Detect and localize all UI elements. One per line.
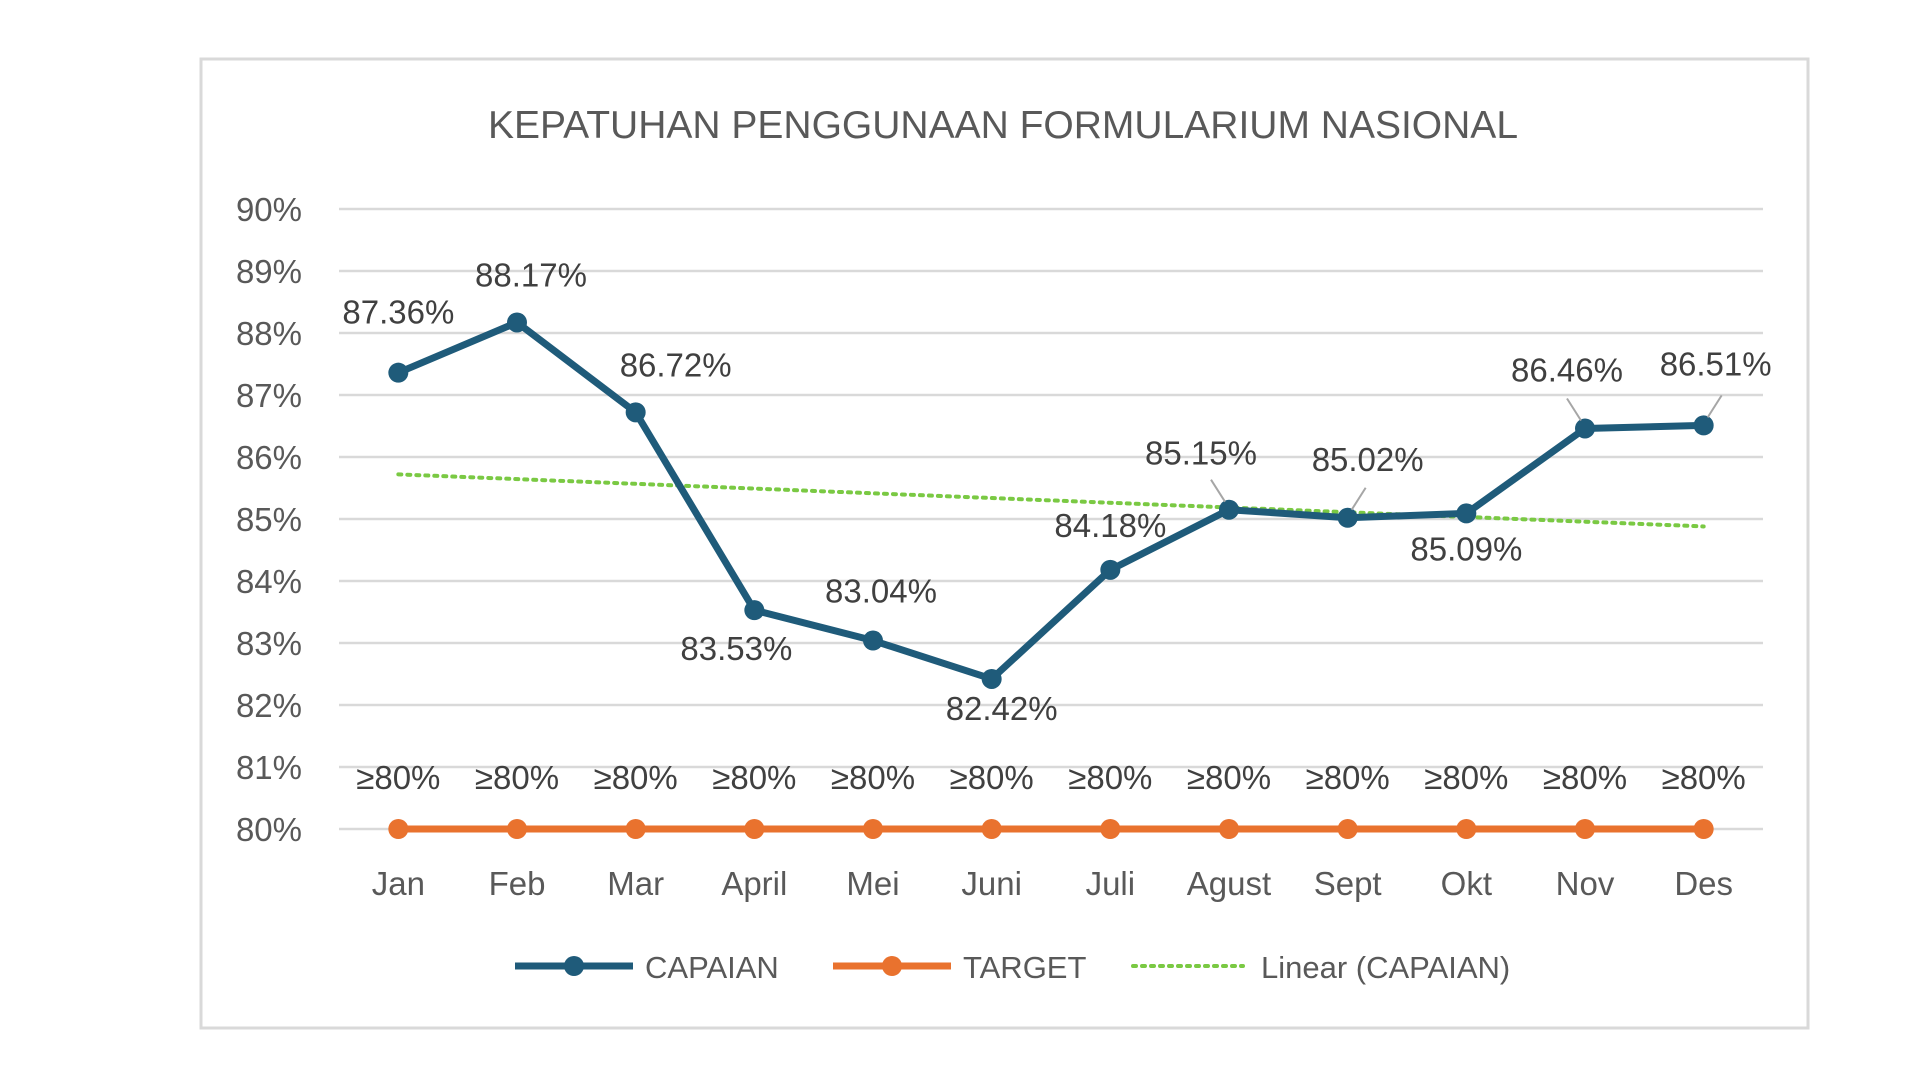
data-label-target: ≥80% — [475, 759, 559, 796]
y-tick-label: 82% — [236, 687, 302, 724]
data-label-capaian: 85.15% — [1145, 435, 1257, 472]
data-label-leader — [1350, 487, 1367, 511]
data-point-capaian — [1693, 415, 1714, 436]
data-labels: 87.36% 88.17% 86.72% 83.53% 83.04% 82.42% 84.1… — [342, 256, 1771, 796]
x-tick-label: Juni — [961, 865, 1022, 902]
data-point-capaian — [1219, 499, 1239, 520]
data-label-target: ≥80% — [1306, 759, 1390, 796]
y-tick-label: 83% — [236, 625, 302, 662]
data-label-target: ≥80% — [594, 759, 678, 796]
trendline-layer — [396, 472, 1706, 529]
data-point-capaian — [507, 312, 527, 333]
series-layer — [388, 312, 1714, 839]
legend-label: TARGET — [963, 950, 1086, 985]
data-point-target — [625, 819, 646, 839]
x-tick-label: Mar — [607, 865, 664, 902]
data-label-target: ≥80% — [712, 759, 796, 796]
data-point-capaian — [1100, 559, 1121, 580]
data-label-target: ≥80% — [1424, 759, 1508, 796]
data-label-target: ≥80% — [1662, 759, 1746, 796]
y-tick-label: 90% — [236, 191, 302, 228]
x-tick-label: Juli — [1086, 865, 1136, 902]
data-label-capaian: 86.72% — [620, 346, 732, 383]
x-tick-label: Feb — [489, 865, 546, 902]
data-point-capaian — [863, 630, 883, 651]
data-point-capaian — [388, 362, 409, 383]
data-point-target — [507, 819, 527, 839]
data-label-capaian: 88.17% — [475, 256, 587, 293]
legend-label: CAPAIAN — [645, 950, 779, 985]
data-label-capaian: 83.53% — [680, 630, 792, 667]
data-point-target — [981, 819, 1002, 839]
x-tick-label: Nov — [1556, 865, 1615, 902]
data-label-capaian: 86.51% — [1660, 345, 1772, 382]
data-label-capaian: 86.46% — [1511, 351, 1623, 388]
legend-swatch-marker — [564, 956, 584, 976]
x-axis-tick-labels: Jan Feb Mar April Mei Juni Juli Agust Sept Okt Nov… — [372, 865, 1733, 902]
data-label-target: ≥80% — [831, 759, 915, 796]
x-tick-label: Okt — [1441, 865, 1492, 902]
y-tick-label: 86% — [236, 439, 302, 476]
legend-label: Linear (CAPAIAN) — [1261, 950, 1510, 985]
chart-frame — [199, 57, 1810, 1030]
data-label-capaian: 83.04% — [825, 573, 937, 610]
x-tick-label: Sept — [1314, 865, 1382, 902]
data-point-capaian — [981, 668, 1002, 689]
data-label-capaian: 82.42% — [946, 690, 1058, 727]
x-tick-label: Agust — [1187, 865, 1271, 902]
data-point-target — [1693, 819, 1714, 839]
y-tick-label: 85% — [236, 501, 302, 538]
x-tick-label: Des — [1674, 865, 1733, 902]
data-point-target — [1219, 819, 1239, 839]
y-tick-label: 89% — [236, 253, 302, 290]
legend-swatch-marker — [882, 956, 902, 976]
data-point-capaian — [1456, 503, 1477, 524]
y-tick-label: 84% — [236, 563, 302, 600]
data-label-target: ≥80% — [1187, 759, 1271, 796]
data-point-target — [744, 819, 765, 839]
y-tick-label: 80% — [236, 811, 302, 848]
data-point-target — [1100, 819, 1121, 839]
data-label-capaian: 85.02% — [1312, 441, 1424, 478]
chart-title: KEPATUHAN PENGGUNAAN FORMULARIUM NASIONA… — [488, 104, 1518, 147]
y-tick-label: 87% — [236, 377, 302, 414]
data-label-target: ≥80% — [950, 759, 1034, 796]
data-label-leader — [1566, 397, 1582, 422]
legend: CAPAIAN TARGET Linear (CAPAIAN) — [515, 950, 1510, 985]
data-point-target — [388, 819, 409, 839]
data-label-target: ≥80% — [1068, 759, 1152, 796]
data-point-capaian — [1337, 507, 1358, 528]
data-point-target — [1575, 819, 1595, 839]
x-tick-label: Mei — [846, 865, 899, 902]
data-point-target — [863, 819, 883, 839]
x-tick-label: April — [721, 865, 787, 902]
data-point-capaian — [744, 600, 765, 621]
data-point-target — [1456, 819, 1477, 839]
data-label-capaian: 84.18% — [1054, 507, 1166, 544]
data-label-capaian: 85.09% — [1410, 530, 1522, 567]
y-tick-label: 88% — [236, 315, 302, 352]
y-tick-label: 81% — [236, 749, 302, 786]
data-point-capaian — [625, 402, 646, 423]
legend-item: CAPAIAN — [515, 950, 779, 985]
data-label-leader — [1706, 394, 1723, 418]
legend-item: Linear (CAPAIAN) — [1131, 950, 1510, 985]
y-axis-tick-labels: 90% 89% 88% 87% 86% 85% 84% 83% 82% 81% 80% — [236, 191, 302, 848]
data-point-capaian — [1575, 418, 1595, 439]
data-point-target — [1337, 819, 1358, 839]
series-line-capaian — [394, 318, 1708, 683]
data-label-target: ≥80% — [1543, 759, 1627, 796]
legend-item: TARGET — [833, 950, 1086, 985]
trendline — [396, 472, 1706, 529]
data-label-leader — [1210, 479, 1226, 503]
data-label-target: ≥80% — [356, 759, 440, 796]
data-label-capaian: 87.36% — [342, 294, 454, 331]
x-tick-label: Jan — [372, 865, 425, 902]
